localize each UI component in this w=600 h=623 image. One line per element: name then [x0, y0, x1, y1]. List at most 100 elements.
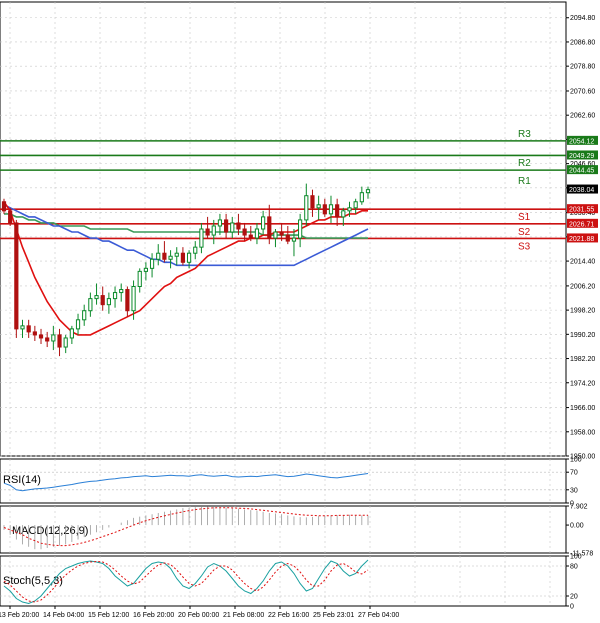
y-tick-label: 1958.00 — [570, 429, 595, 436]
x-tick-label: 15 Feb 12:00 — [88, 612, 129, 619]
panel-frames — [0, 1, 567, 607]
ma-blue-line — [3, 204, 369, 267]
level-name: R2 — [518, 158, 531, 169]
stoch-panel: Stoch(5,5,3) 100 80 20 0 — [0, 554, 582, 611]
level-name: S3 — [518, 241, 531, 252]
support-resistance-levels: R3 R2 S1 S2 S3 R1 — [0, 129, 566, 252]
y-tick-label: 100 — [570, 554, 582, 561]
candle-body — [310, 195, 315, 209]
level-badge — [567, 165, 598, 175]
candle-body — [199, 228, 204, 248]
y-tick-label: 2030.40 — [570, 210, 595, 217]
candle-body — [291, 237, 297, 242]
candle-body — [63, 337, 68, 348]
candle-body — [168, 255, 173, 260]
candle-body — [20, 325, 25, 330]
candle-body — [45, 337, 50, 342]
level-badge-value: 2054.12 — [569, 138, 594, 145]
candle-body — [261, 216, 266, 230]
y-tick-label: 1990.20 — [570, 332, 595, 339]
candle-body — [316, 204, 321, 209]
candle-body — [285, 234, 290, 242]
candle-body — [26, 325, 31, 333]
candle-body — [137, 270, 142, 288]
y-tick-label: 2014.40 — [570, 259, 595, 266]
rsi-frame — [0, 458, 567, 504]
candlestick-series — [1, 183, 371, 357]
level-name: S2 — [518, 227, 531, 238]
candle-body — [341, 210, 346, 218]
x-tick-label: 25 Feb 23:01 — [313, 612, 354, 619]
y-tick-label: 0 — [570, 604, 574, 611]
candle-body — [267, 216, 272, 239]
candle-body — [328, 204, 334, 215]
candle-body — [162, 252, 167, 260]
candle-body — [217, 219, 223, 227]
level-name: R3 — [518, 129, 531, 140]
x-tick-label: 13 Feb 20:00 — [0, 612, 39, 619]
candle-body — [365, 189, 371, 194]
macd-frame — [0, 505, 567, 554]
x-tick-label: 14 Feb 04:00 — [43, 612, 84, 619]
current-price-value: 2038.04 — [569, 187, 594, 194]
candle-body — [125, 289, 130, 312]
candle-body — [298, 219, 303, 239]
y-tick-label: 1966.00 — [570, 405, 595, 412]
candle-body — [335, 204, 340, 218]
level-badge-value: 2049.29 — [569, 153, 594, 160]
candle-body — [14, 222, 19, 330]
candle-body — [224, 219, 229, 233]
candle-body — [248, 234, 253, 239]
level-badge — [567, 150, 598, 160]
candle-body — [211, 225, 216, 236]
candle-body — [69, 328, 74, 339]
candle-body — [193, 246, 198, 254]
x-tick-label: 27 Feb 04:00 — [358, 612, 399, 619]
level-badge — [567, 233, 598, 243]
y-tick-label: 1982.20 — [570, 356, 595, 363]
level-name: R1 — [518, 176, 531, 187]
candle-body — [100, 295, 105, 306]
candle-body — [230, 222, 235, 233]
y-tick-label: 2062.60 — [570, 113, 595, 120]
level-badge-value: 2021.88 — [569, 236, 594, 243]
y-tick-label: 7.902 — [570, 504, 588, 511]
y-tick-label: 0.00 — [570, 523, 584, 530]
y-tick-label: 1974.20 — [570, 380, 595, 387]
y-tick-label: 2086.80 — [570, 39, 595, 46]
level-badge-value: 2026.71 — [569, 221, 594, 228]
macd-panel: MACD(12,26,9) 7.902 0.00 -11.578 — [3, 504, 593, 558]
candle-body — [131, 286, 136, 312]
candle-body — [180, 252, 186, 263]
candle-body — [322, 204, 327, 215]
candle-body — [186, 252, 192, 263]
candle-body — [156, 252, 161, 260]
candle-body — [94, 295, 99, 300]
y-tick-label: 30 — [570, 487, 578, 494]
stoch-d-line — [3, 560, 369, 603]
y-tick-label: 70 — [570, 470, 578, 477]
macd-signal-line — [3, 507, 368, 547]
y-tick-label: 1950.00 — [570, 454, 595, 461]
stoch-k-line — [3, 559, 369, 605]
candle-body — [205, 228, 210, 236]
y-tick-label: 0 — [570, 501, 574, 508]
y-tick-label: 1998.20 — [570, 308, 595, 315]
candle-body — [359, 192, 364, 203]
stoch-label: Stoch(5,5,3) — [3, 575, 63, 587]
x-axis-ticks: 13 Feb 20:00 14 Feb 04:00 15 Feb 12:00 16 F… — [0, 606, 399, 619]
y-tick-label: 2078.80 — [570, 64, 595, 71]
candle-body — [273, 231, 278, 239]
candle-body — [353, 201, 358, 209]
level-name: S1 — [518, 212, 531, 223]
x-tick-label: 16 Feb 20:00 — [133, 612, 174, 619]
current-price-badge — [567, 184, 598, 194]
ma-red-line — [3, 201, 368, 336]
candle-body — [279, 231, 284, 236]
ma-green-line — [4, 213, 368, 239]
level-badge-value: 2031.55 — [569, 207, 594, 214]
level-badge — [567, 204, 598, 214]
x-tick-label: 22 Feb 16:00 — [268, 612, 309, 619]
x-tick-label: 21 Feb 08:00 — [223, 612, 264, 619]
